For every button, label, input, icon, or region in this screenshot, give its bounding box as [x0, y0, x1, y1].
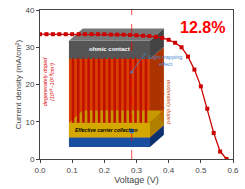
svg-text:0.5: 0.5	[195, 166, 207, 175]
svg-text:30: 30	[25, 43, 34, 52]
svg-text:0.6: 0.6	[227, 166, 239, 175]
svg-text:0: 0	[30, 155, 35, 164]
svg-text:20: 20	[25, 80, 34, 89]
svg-text:0.2: 0.2	[99, 166, 111, 175]
svg-text:degenerately doped(10¹⁹~10²⁰/c: degenerately doped(10¹⁹~10²⁰/cm³)	[42, 57, 55, 107]
svg-text:ohmic contact: ohmic contact	[89, 46, 130, 52]
svg-text:0.0: 0.0	[34, 166, 46, 175]
svg-text:0.3: 0.3	[131, 166, 143, 175]
svg-text:moderately doped(10¹⁶~10¹⁷/cm³: moderately doped(10¹⁶~10¹⁷/cm³)	[159, 80, 172, 125]
svg-text:Current density (mA/cm²): Current density (mA/cm²)	[14, 39, 23, 129]
svg-text:12.8%: 12.8%	[180, 19, 225, 36]
svg-text:Effective carrier collection: Effective carrier collection	[75, 127, 137, 133]
svg-text:40: 40	[25, 6, 34, 15]
svg-text:Light trappingeffect: Light trappingeffect	[149, 54, 182, 67]
svg-text:10: 10	[25, 118, 34, 127]
svg-text:0.1: 0.1	[67, 166, 79, 175]
svg-text:0.4: 0.4	[163, 166, 175, 175]
svg-text:Voltage (V): Voltage (V)	[114, 175, 159, 185]
